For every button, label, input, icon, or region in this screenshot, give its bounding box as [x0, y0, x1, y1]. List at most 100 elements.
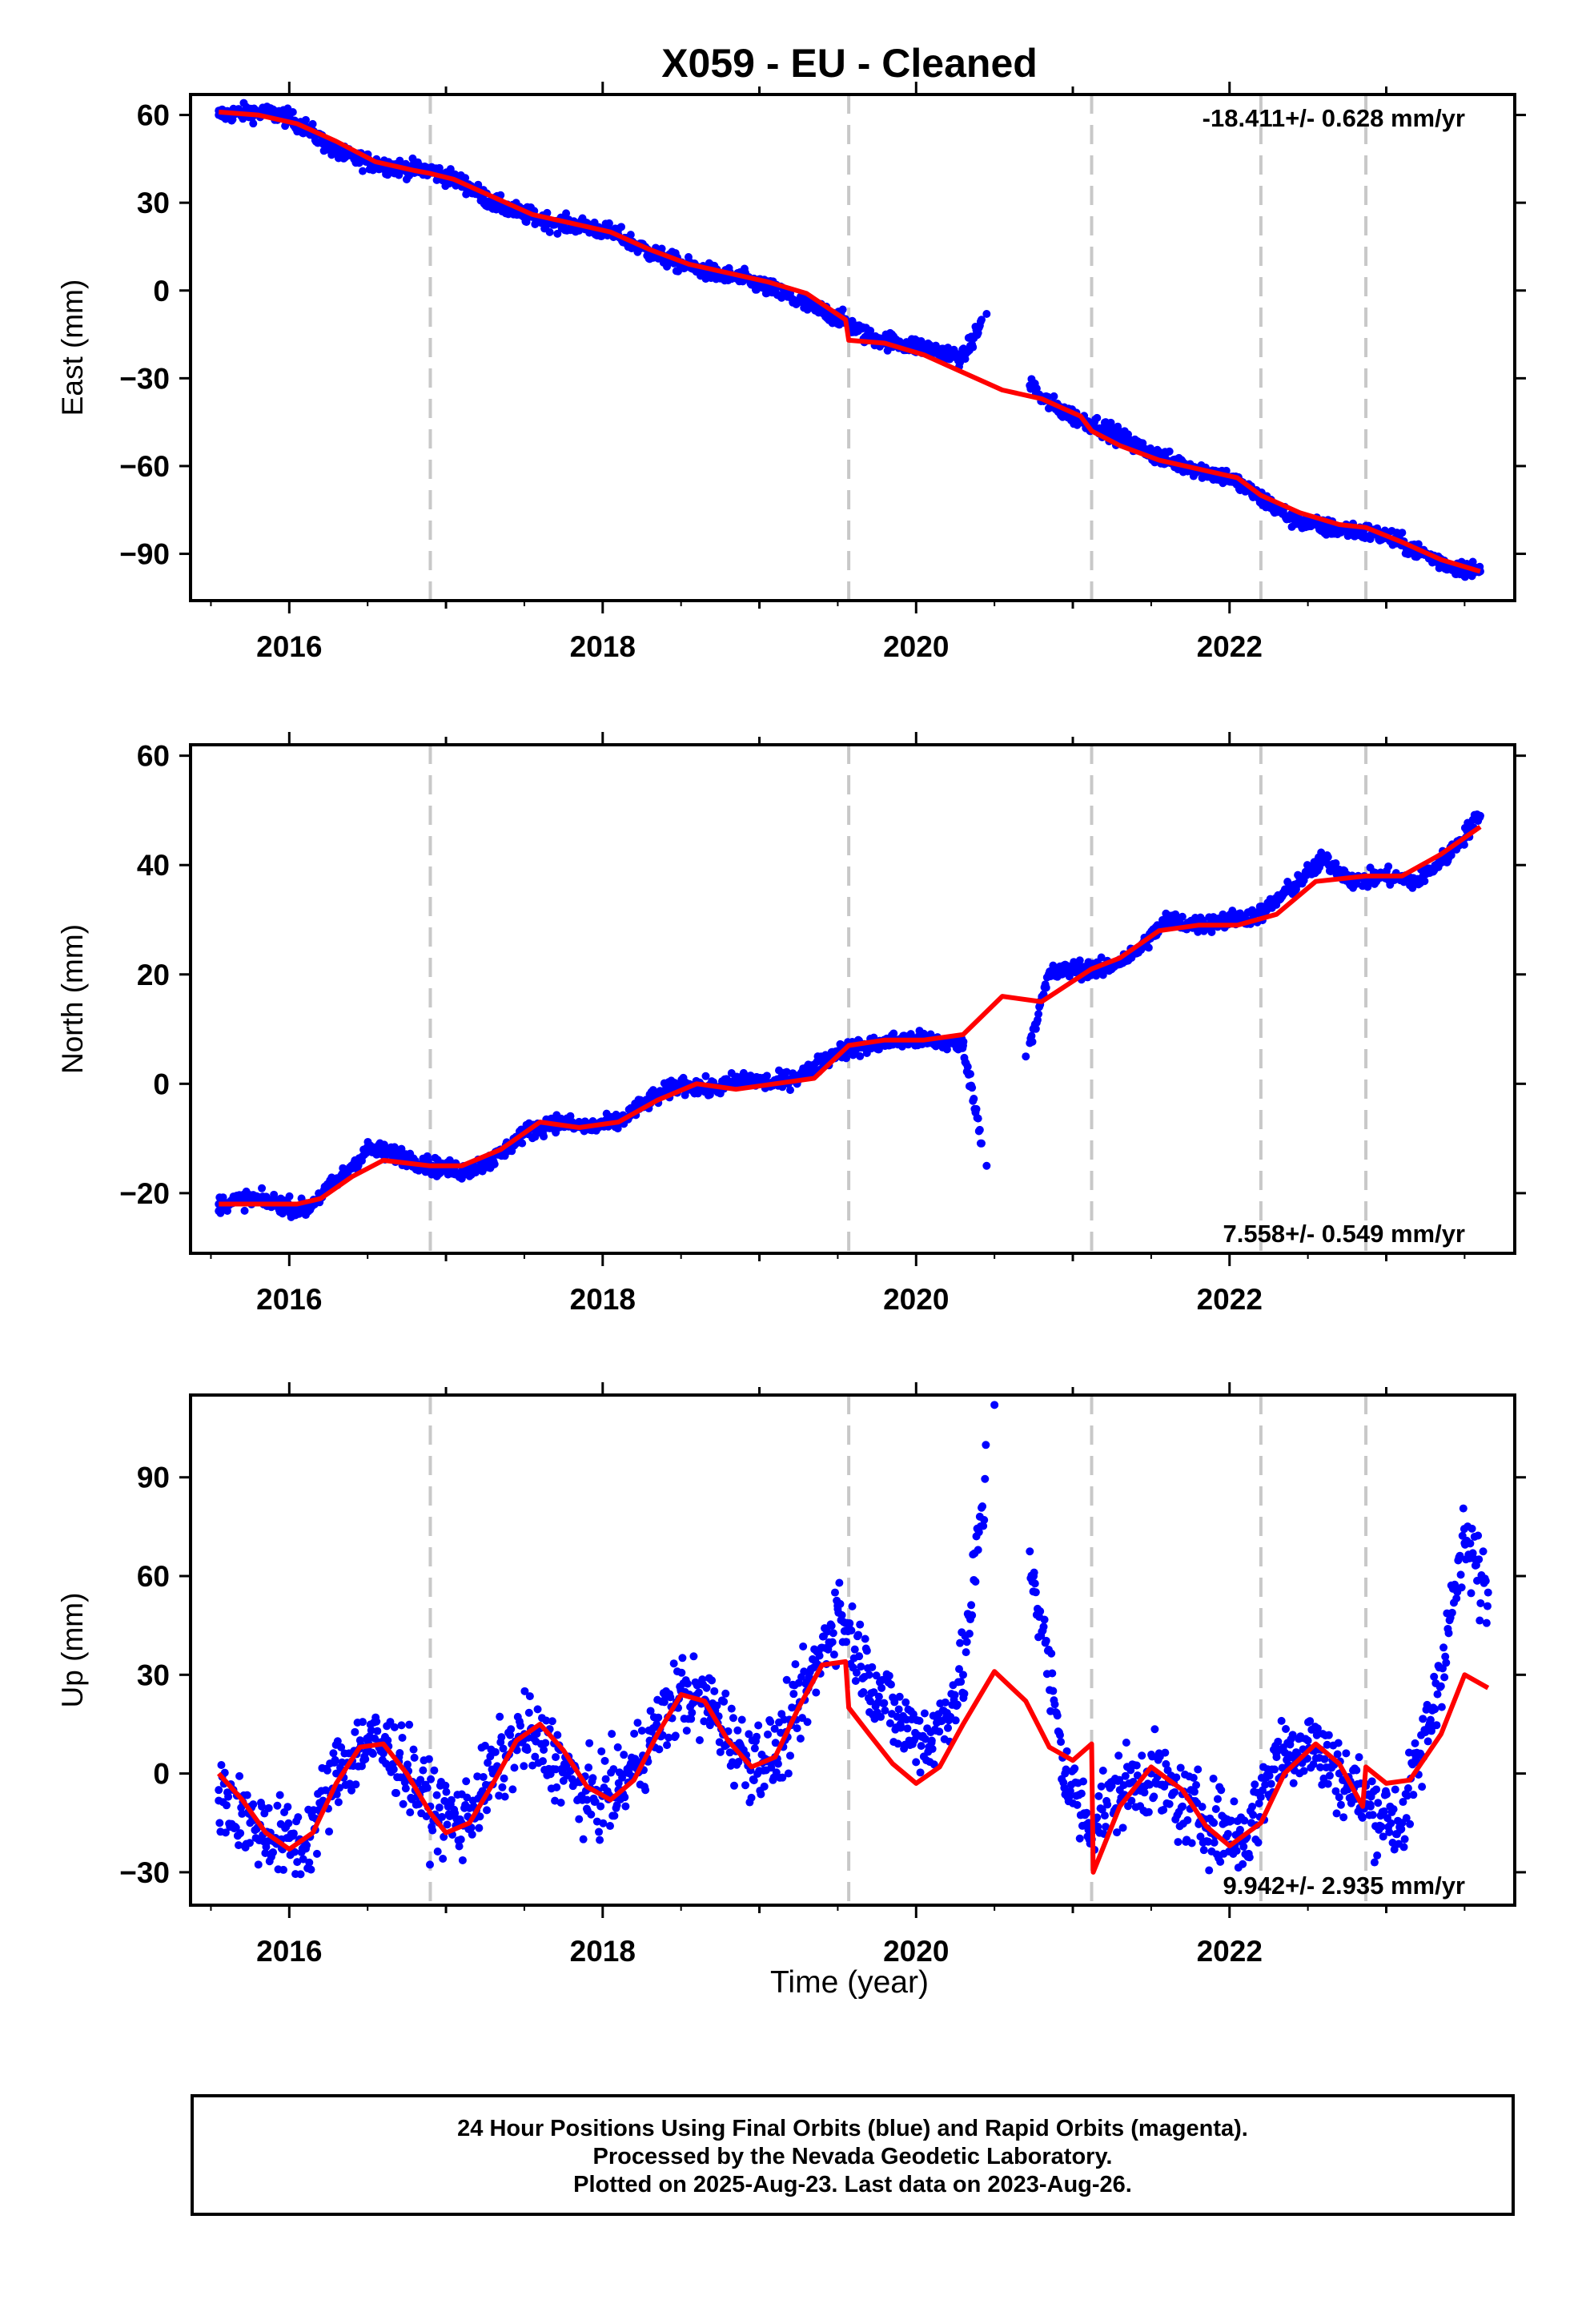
data-point — [1367, 1777, 1376, 1786]
data-point — [854, 1630, 863, 1639]
data-point — [258, 1802, 267, 1811]
x-tick-label: 2020 — [883, 1283, 949, 1316]
data-point — [1178, 912, 1186, 921]
data-point — [1097, 1782, 1106, 1791]
data-point — [1430, 1672, 1439, 1681]
plot-area — [215, 94, 1484, 601]
data-point — [1316, 1763, 1325, 1771]
data-point — [1385, 1827, 1394, 1836]
data-point — [390, 1723, 399, 1731]
data-point — [836, 1599, 845, 1608]
data-point — [399, 1799, 408, 1808]
data-point — [847, 1626, 856, 1634]
data-point — [269, 1848, 278, 1857]
data-point — [1190, 1787, 1199, 1796]
data-point — [1216, 1857, 1225, 1866]
y-axis-label: East (mm) — [56, 279, 89, 416]
data-point — [1409, 1791, 1418, 1799]
data-point — [1313, 1724, 1322, 1733]
data-point — [1403, 1784, 1412, 1793]
data-point — [1399, 1798, 1407, 1807]
data-point — [823, 1627, 832, 1636]
data-point — [1174, 1838, 1182, 1847]
data-point — [912, 1758, 921, 1767]
data-point — [1196, 1832, 1205, 1841]
footer-line-2: Processed by the Nevada Geodetic Laborat… — [592, 2144, 1113, 2169]
data-point — [812, 1688, 821, 1697]
data-point — [542, 1716, 551, 1725]
data-point — [432, 1791, 441, 1799]
data-point — [428, 1826, 437, 1835]
data-point — [626, 231, 635, 239]
data-point — [857, 1663, 865, 1671]
data-point — [433, 1847, 442, 1856]
x-tick-label: 2022 — [1197, 1935, 1263, 1968]
data-point — [379, 1749, 387, 1758]
data-point — [361, 1755, 370, 1763]
data-point — [655, 1745, 664, 1754]
data-point — [430, 1766, 439, 1775]
data-point — [405, 1720, 414, 1729]
data-point — [312, 1849, 321, 1858]
x-tick-label: 2018 — [570, 1935, 636, 1968]
data-point — [499, 1744, 508, 1753]
data-point — [279, 1865, 287, 1874]
data-point — [609, 1765, 618, 1774]
data-point — [1426, 1715, 1435, 1724]
data-point — [665, 1733, 673, 1742]
data-point — [1342, 1749, 1351, 1758]
data-point — [1187, 1839, 1196, 1848]
data-point — [221, 1828, 230, 1837]
data-point — [396, 1749, 404, 1758]
data-point — [1447, 850, 1456, 859]
data-point — [508, 1785, 517, 1794]
data-point — [510, 1763, 519, 1772]
data-point — [1423, 1737, 1432, 1746]
data-point — [749, 1776, 758, 1785]
data-point — [1199, 1846, 1208, 1855]
data-point — [782, 1068, 791, 1076]
data-point — [1432, 1721, 1441, 1730]
data-point — [1476, 1598, 1485, 1607]
data-point — [700, 1717, 709, 1726]
data-point — [885, 1719, 894, 1727]
data-point — [828, 1638, 837, 1647]
model-line — [216, 1659, 1490, 1875]
data-point — [737, 1715, 746, 1724]
data-point — [533, 1705, 542, 1714]
data-point — [1447, 1608, 1456, 1617]
data-point — [1436, 1682, 1445, 1691]
data-point — [791, 1660, 800, 1669]
data-point — [1048, 1669, 1057, 1678]
plot-area — [215, 745, 1484, 1253]
data-point — [695, 1736, 704, 1745]
data-point — [1093, 1813, 1102, 1822]
data-point — [525, 1692, 534, 1701]
data-point — [1213, 1795, 1222, 1803]
x-tick-label: 2016 — [256, 1283, 322, 1316]
data-point — [1484, 1588, 1492, 1597]
data-point — [456, 1815, 464, 1823]
data-point — [1172, 1773, 1181, 1782]
data-point — [1217, 1786, 1226, 1795]
data-point — [1073, 1800, 1082, 1809]
data-point — [1397, 1824, 1406, 1833]
data-point — [1452, 1594, 1461, 1602]
data-point — [1390, 1845, 1399, 1854]
data-point — [1339, 1813, 1348, 1822]
data-point — [245, 1839, 254, 1848]
data-point — [1384, 862, 1393, 870]
data-point — [605, 1822, 614, 1831]
data-point — [1289, 1779, 1298, 1787]
data-point — [866, 1697, 875, 1706]
data-point — [874, 1692, 883, 1701]
data-point — [1254, 1838, 1263, 1847]
y-axis-label: Up (mm) — [56, 1593, 89, 1708]
x-tick-label: 2016 — [256, 630, 322, 663]
data-point — [442, 1787, 451, 1796]
data-point — [424, 1755, 433, 1763]
data-point — [288, 107, 297, 116]
data-point — [1441, 1652, 1450, 1661]
panel-frame — [189, 93, 1516, 602]
y-tick-label: 30 — [137, 1659, 170, 1691]
